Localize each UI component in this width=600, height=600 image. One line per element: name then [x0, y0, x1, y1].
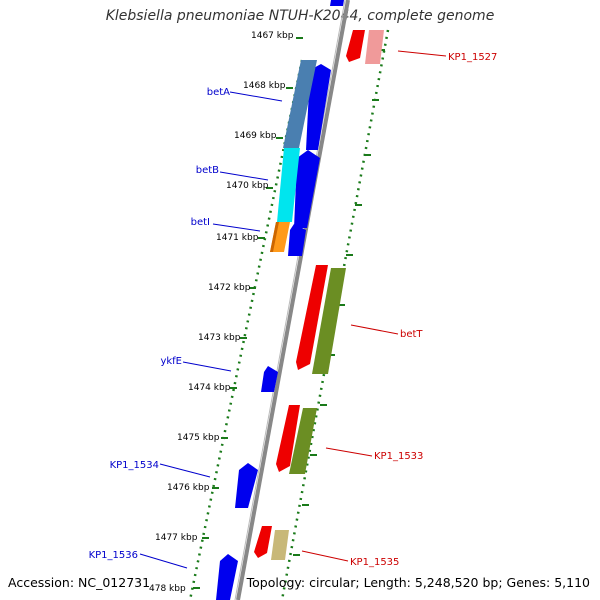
right-dotted-track: [280, 29, 390, 600]
kbp-label: 1477 kbp: [155, 533, 198, 543]
gene-arrow-KP1_1536: [216, 554, 238, 600]
kbp-label: 1471 kbp: [216, 233, 259, 243]
kbp-label: 1470 kbp: [226, 181, 269, 191]
gene-arrow-top: [330, 0, 344, 6]
betT-box: [312, 268, 346, 374]
minus-strand-genes: [216, 0, 344, 600]
kbp-label: 1476 kbp: [167, 483, 210, 493]
kbp-label: 1469 kbp: [234, 131, 277, 141]
callout-lines-right: [301, 50, 447, 562]
gene-arrow-KP1_1527: [346, 30, 365, 62]
kbp-label: 1472 kbp: [208, 283, 251, 293]
gene-label-betI: betI: [191, 217, 210, 228]
callout-ykfE: [182, 361, 232, 372]
gene-arrow-KP1_1534: [235, 463, 258, 508]
map-title: Klebsiella pneumoniae NTUH-K2044, comple…: [105, 8, 495, 24]
callout-betI: [212, 223, 261, 232]
callout-KP1_1536: [139, 553, 188, 569]
kbp-labels: 1467 kbp 1468 kbp 1469 kbp 1470 kbp 1471…: [149, 31, 294, 594]
gene-labels-right: KP1_1527 betT KP1_1533 KP1_1535: [350, 52, 497, 568]
gene-label-KP1_1536: KP1_1536: [89, 550, 138, 561]
plus-strand-genes: [254, 30, 365, 558]
kbp-label: 1475 kbp: [177, 433, 220, 443]
gene-label-betA: betA: [207, 87, 230, 98]
tick-marks: [193, 37, 385, 589]
kbp-label: 1474 kbp: [188, 383, 231, 393]
gene-arrow-KP1_1533: [276, 405, 300, 472]
topology-text: Topology: circular; Length: 5,248,520 bp…: [246, 575, 590, 590]
gene-arrow-betA-inner: [306, 64, 331, 150]
backbone-highlight: [234, 0, 346, 600]
callout-betA: [229, 91, 283, 102]
genome-backbone: [236, 0, 350, 600]
kbp-label: 478 kbp: [149, 584, 186, 594]
callout-KP1_1527: [397, 50, 447, 57]
betA-box: [283, 60, 317, 148]
gene-label-ykfE: ykfE: [160, 356, 182, 367]
gene-arrow-KP1_1535: [254, 526, 272, 558]
gene-label-betT: betT: [400, 329, 423, 340]
callout-betB: [219, 171, 269, 181]
callout-betT: [350, 324, 399, 335]
kbp-label: 1468 kbp: [243, 81, 286, 91]
gene-label-KP1_1527: KP1_1527: [448, 52, 497, 63]
feature-boxes-left: [270, 60, 317, 252]
betI-box-shade: [270, 222, 279, 252]
KP1_1535-box: [271, 530, 289, 560]
kbp-label: 1473 kbp: [198, 333, 241, 343]
gene-label-KP1_1533: KP1_1533: [374, 451, 423, 462]
KP1_1533-box: [289, 408, 317, 474]
betB-box: [277, 148, 300, 222]
gene-arrow-betT: [296, 265, 328, 370]
gene-arrow-betI-inner: [288, 224, 306, 256]
accession-text: Accession: NC_012731: [8, 575, 151, 590]
gene-arrow-ykfE: [261, 366, 278, 392]
callout-KP1_1534: [159, 463, 211, 478]
kbp-label: 1467 kbp: [251, 31, 294, 41]
gene-labels-left: betA betB betI ykfE KP1_1534 KP1_1536: [89, 87, 231, 561]
gene-label-betB: betB: [196, 165, 219, 176]
gene-label-KP1_1534: KP1_1534: [110, 460, 159, 471]
callout-KP1_1533: [325, 447, 373, 457]
callout-KP1_1535: [301, 550, 349, 562]
callout-lines-left: [139, 91, 283, 569]
KP1_1527-box: [365, 30, 384, 64]
gene-arrow-betB-inner: [294, 150, 320, 228]
left-dotted-track: [188, 59, 304, 600]
feature-boxes-right: [271, 30, 384, 560]
gene-label-KP1_1535: KP1_1535: [350, 557, 399, 568]
